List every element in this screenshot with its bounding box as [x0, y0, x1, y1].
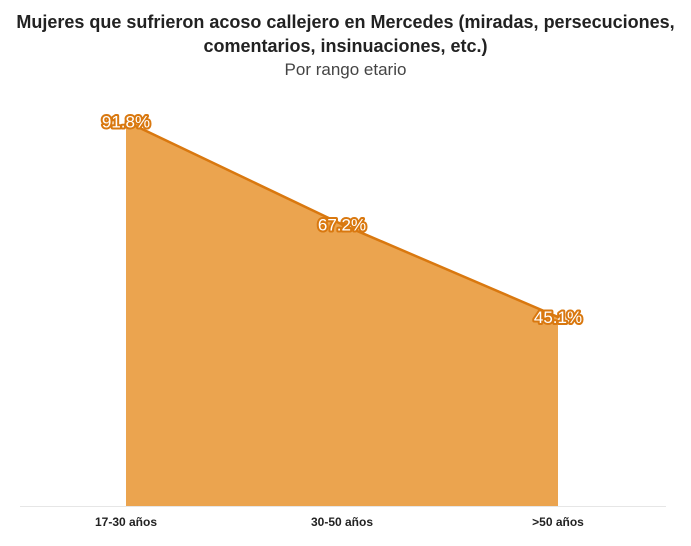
data-label-1: 91.8% — [102, 112, 150, 131]
x-tick-label-3: >50 años — [532, 515, 584, 529]
data-label-3: 45.1% — [534, 308, 582, 327]
chart-title: Mujeres que sufrieron acoso callejero en… — [0, 10, 691, 58]
chart-title-line-2: comentarios, insinuaciones, etc.) — [203, 36, 488, 56]
area-fill — [126, 121, 558, 506]
data-point-1 — [124, 119, 128, 123]
data-point-2 — [340, 222, 344, 226]
x-tick-label-2: 30-50 años — [311, 515, 373, 529]
chart-subtitle: Por rango etario — [284, 60, 407, 79]
chart-title-line-1: Mujeres que sufrieron acoso callejero en… — [16, 12, 675, 32]
data-label-2: 67.2% — [318, 215, 366, 234]
x-tick-label-1: 17-30 años — [95, 515, 157, 529]
data-point-3 — [556, 315, 560, 319]
